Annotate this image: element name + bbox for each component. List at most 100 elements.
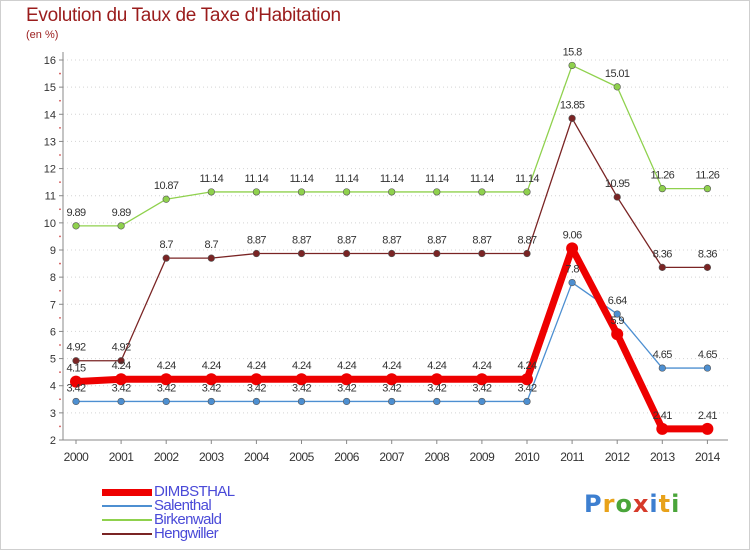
y-minor-tick <box>59 398 61 401</box>
data-label: 11.14 <box>425 173 449 185</box>
data-point <box>207 254 215 262</box>
data-label: 3.42 <box>202 382 221 394</box>
x-tick-label: 2002 <box>154 450 180 464</box>
data-point <box>568 61 576 70</box>
data-label: 8.36 <box>653 248 672 260</box>
legend-label: DIMBSTHAL <box>154 483 235 500</box>
x-tick-label: 2009 <box>470 450 496 464</box>
data-label: 3.42 <box>472 382 491 394</box>
data-label: 4.24 <box>382 360 401 372</box>
data-label: 11.14 <box>199 173 223 185</box>
data-label: 11.14 <box>470 173 494 185</box>
data-point <box>162 195 170 203</box>
data-point <box>385 373 398 386</box>
data-label: 11.14 <box>515 173 539 185</box>
logo-letter: r <box>602 490 616 518</box>
legend-swatch <box>102 533 152 535</box>
x-tick-label: 2013 <box>650 450 676 464</box>
logo-letter: i <box>649 490 659 518</box>
unit-label: (en %) <box>26 29 59 41</box>
data-point <box>703 263 712 271</box>
data-label: 4.24 <box>247 360 266 372</box>
data-label: 9.06 <box>563 229 582 241</box>
data-label: 8.87 <box>337 235 356 247</box>
data-point <box>568 278 576 287</box>
data-point <box>658 185 666 193</box>
logo-letter: P <box>584 490 603 518</box>
data-label: 11.14 <box>290 173 314 185</box>
x-tick-label: 2003 <box>199 450 225 464</box>
data-point <box>70 375 82 388</box>
data-label: 3.42 <box>112 382 131 394</box>
data-point <box>250 373 263 386</box>
data-label: 4.24 <box>292 360 311 372</box>
data-label: 13.85 <box>560 99 585 111</box>
y-minor-tick <box>59 99 61 102</box>
y-minor-tick <box>59 425 61 428</box>
logo-letter: t <box>658 490 672 518</box>
data-label: 6.64 <box>608 295 627 307</box>
data-point <box>252 397 260 406</box>
data-label: 4.24 <box>337 360 356 372</box>
data-label: 3.42 <box>66 382 85 394</box>
y-tick-label: 4 <box>50 381 56 393</box>
data-label: 7.8 <box>565 264 579 276</box>
data-point <box>343 188 351 196</box>
legend-item-salenthal: Salenthal <box>102 497 302 514</box>
data-label: 11.14 <box>245 173 269 185</box>
data-point <box>295 373 308 386</box>
data-point <box>117 222 125 230</box>
chart-title: Evolution du Taux de Taxe d'Habitation <box>26 5 341 26</box>
legend-item-birkenwald: Birkenwald <box>102 511 302 528</box>
data-point <box>701 422 714 435</box>
y-tick-label: 6 <box>50 326 56 338</box>
data-point <box>613 83 621 91</box>
data-point <box>703 364 712 372</box>
y-tick-label: 13 <box>44 136 56 148</box>
y-minor-tick <box>59 154 61 156</box>
data-point <box>115 373 128 386</box>
data-point <box>613 310 621 318</box>
data-point <box>343 397 351 406</box>
data-label: 8.87 <box>517 235 536 247</box>
y-tick-label: 8 <box>50 272 56 284</box>
data-label: 9.89 <box>112 207 131 219</box>
data-label: 8.36 <box>698 248 717 260</box>
data-label: 3.42 <box>157 382 176 394</box>
legend-swatch <box>102 519 152 521</box>
data-point <box>430 373 443 386</box>
data-label: 4.92 <box>66 342 85 354</box>
data-label: 11.14 <box>380 173 404 185</box>
legend-label: Salenthal <box>154 497 212 514</box>
data-point <box>117 397 125 406</box>
data-point <box>340 373 353 386</box>
y-minor-tick <box>59 262 61 265</box>
data-label: 3.42 <box>517 382 536 394</box>
data-point <box>568 114 576 122</box>
y-tick-label: 15 <box>44 82 56 94</box>
data-label: 11.26 <box>696 170 720 182</box>
legend-label: Birkenwald <box>154 511 222 528</box>
x-tick-label: 2008 <box>424 450 450 464</box>
y-tick-label: 14 <box>44 109 56 121</box>
y-tick-label: 11 <box>45 191 56 203</box>
data-label: 5.9 <box>610 315 624 327</box>
data-label: 3.42 <box>382 382 401 394</box>
data-label: 10.95 <box>605 178 630 190</box>
data-label: 4.24 <box>517 360 536 372</box>
data-point <box>162 397 170 406</box>
logo-letter: i <box>671 490 681 518</box>
data-label: 11.14 <box>335 173 359 185</box>
data-point <box>521 373 533 386</box>
data-point <box>478 397 486 406</box>
data-point <box>658 364 666 372</box>
data-label: 4.65 <box>653 349 672 361</box>
data-label: 8.87 <box>247 235 266 247</box>
data-point <box>252 188 260 196</box>
data-label: 4.24 <box>112 360 131 372</box>
legend-swatch <box>102 505 152 507</box>
data-label: 3.42 <box>427 382 446 394</box>
data-point <box>433 249 441 258</box>
legend-label: Hengwiller <box>154 525 219 542</box>
data-point <box>658 263 666 271</box>
